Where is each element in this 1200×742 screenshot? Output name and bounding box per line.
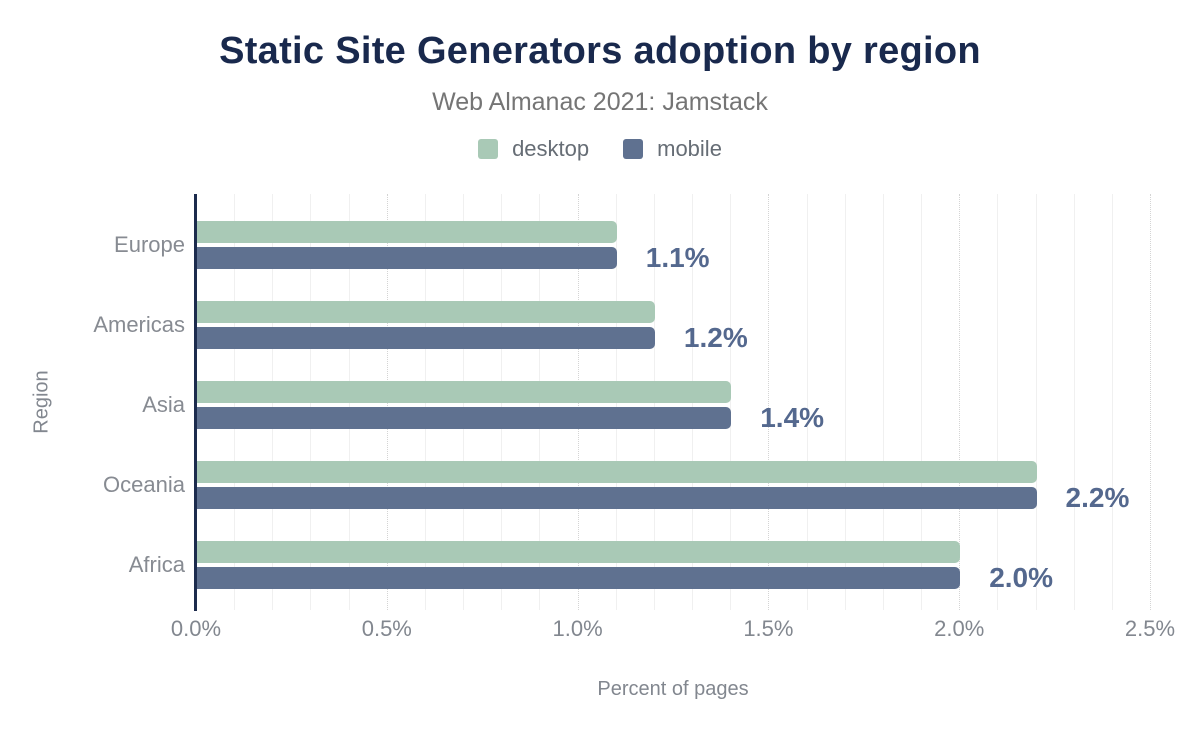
data-label-oceania: 2.2%	[1065, 482, 1130, 513]
bar-americas-desktop	[197, 301, 655, 323]
legend: desktop mobile	[0, 136, 1200, 162]
data-label-africa: 2.0%	[989, 562, 1054, 593]
minor-gridline	[730, 194, 732, 610]
x-tick-label-15: 1.5%	[743, 616, 794, 641]
y-tick-label-asia: Asia	[142, 392, 185, 417]
major-gridline	[959, 194, 961, 610]
major-gridline	[1150, 194, 1151, 610]
x-tick-label-20: 2.0%	[934, 616, 985, 641]
chart-title: Static Site Generators adoption by regio…	[219, 30, 981, 72]
desktop-legend-label: desktop	[512, 136, 590, 161]
x-tick-label-25: 2.5%	[1124, 616, 1176, 641]
data-label-europe: 1.1%	[645, 242, 710, 273]
minor-gridline	[882, 194, 884, 610]
mobile-legend-swatch	[623, 139, 644, 159]
bar-africa-desktop	[197, 541, 961, 563]
bar-europe-desktop	[197, 221, 617, 243]
bar-oceania-desktop	[197, 461, 1037, 483]
bar-americas-mobile	[197, 327, 655, 349]
minor-gridline	[1073, 194, 1075, 610]
bar-asia-desktop	[197, 381, 732, 403]
legend-item-mobile[interactable]: mobile	[623, 136, 722, 162]
x-tick-label-00: 0.0%	[170, 616, 222, 641]
bar-oceania-mobile	[197, 487, 1037, 509]
desktop-legend-swatch	[478, 139, 499, 159]
major-gridline	[768, 194, 770, 610]
minor-gridline	[997, 194, 999, 610]
x-tick-label-10: 1.0%	[552, 616, 603, 641]
y-tick-label-americas: Americas	[93, 312, 185, 337]
mobile-legend-label: mobile	[657, 136, 722, 161]
plot-area: 1.1% 1.2% 1.4% 2.2% 2.0%	[194, 194, 1151, 611]
bar-africa-mobile	[197, 567, 961, 589]
chart-subtitle: Web Almanac 2021: Jamstack	[432, 88, 768, 116]
minor-gridline	[1035, 194, 1037, 610]
y-tick-label-africa: Africa	[128, 552, 185, 577]
minor-gridline	[806, 194, 808, 610]
minor-gridline	[921, 194, 923, 610]
data-label-americas: 1.2%	[683, 322, 748, 353]
minor-gridline	[844, 194, 846, 610]
x-axis-title: Percent of pages	[597, 678, 749, 700]
minor-gridline	[1111, 194, 1113, 610]
y-axis-line	[194, 194, 197, 611]
x-tick-label-05: 0.5%	[361, 616, 412, 641]
y-tick-label-oceania: Oceania	[103, 472, 185, 497]
bar-asia-mobile	[197, 407, 732, 429]
legend-item-desktop[interactable]: desktop	[478, 136, 589, 162]
y-tick-label-europe: Europe	[114, 232, 185, 257]
bar-europe-mobile	[197, 247, 617, 269]
data-label-asia: 1.4%	[760, 402, 825, 433]
